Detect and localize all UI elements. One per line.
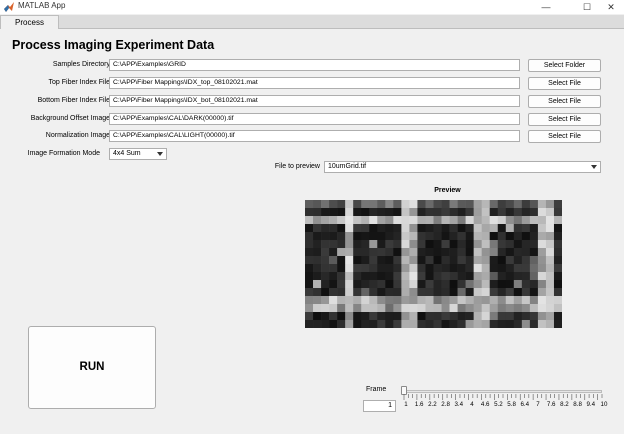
frame-tick-label: 5.2 — [494, 401, 503, 408]
frame-tick-label: 1.6 — [414, 401, 424, 408]
bottom-fiber-index-field[interactable]: C:\APP\Fiber Mappings\IDX_bot_08102021.m… — [109, 95, 520, 107]
frame-slider-track[interactable] — [404, 390, 602, 393]
frame-tick-label: 3.4 — [454, 401, 464, 408]
samples-directory-label: Samples Directory — [52, 61, 110, 68]
background-offset-field[interactable]: C:\APP\Examples\CAL\DARK(00000).tif — [109, 113, 520, 125]
page-title: Process Imaging Experiment Data — [12, 38, 215, 52]
frame-tick-label: 2.2 — [428, 401, 437, 408]
run-button[interactable]: RUN — [28, 326, 156, 409]
chevron-down-icon — [591, 165, 597, 169]
file-to-preview-dropdown[interactable]: 10umGrid.tif — [324, 161, 601, 173]
frame-input[interactable]: 1 — [363, 400, 396, 412]
frame-tick-label: 1 — [404, 401, 408, 408]
frame-tick-label: 4 — [470, 401, 474, 408]
preview-title: Preview — [434, 187, 461, 194]
maximize-button[interactable]: ☐ — [582, 2, 592, 12]
image-formation-mode-value: 4x4 Sum — [113, 150, 141, 157]
frame-label: Frame — [366, 386, 387, 393]
frame-tick-label: 5.8 — [507, 401, 516, 408]
chevron-down-icon — [157, 152, 163, 156]
image-formation-mode-label: Image Formation Mode — [27, 150, 100, 157]
frame-slider-ticks — [403, 394, 603, 400]
normalization-image-field[interactable]: C:\APP\Examples\CAL\LIGHT(00000).tif — [109, 130, 520, 142]
select-background-file-button[interactable]: Select File — [528, 113, 601, 126]
frame-tick-label: 9.4 — [586, 401, 596, 408]
frame-tick-label: 8.8 — [573, 401, 582, 408]
frame-tick-label: 2.8 — [441, 401, 450, 408]
close-button[interactable]: ✕ — [607, 2, 615, 12]
tab-strip: Process Images — [0, 15, 624, 40]
frame-tick-label: 6.4 — [520, 401, 530, 408]
top-fiber-index-field[interactable]: C:\APP\Fiber Mappings\IDX_top_08102021.m… — [109, 77, 520, 89]
minimize-button[interactable]: — — [541, 2, 551, 12]
normalization-image-label: Normalization Image — [45, 132, 110, 139]
window-title: MATLAB App — [18, 1, 66, 10]
select-normalization-file-button[interactable]: Select File — [528, 130, 601, 143]
frame-tick-label: 8.2 — [560, 401, 569, 408]
matlab-logo-icon — [4, 2, 14, 12]
tab-process-images[interactable]: Process Images — [0, 15, 59, 40]
samples-directory-field[interactable]: C:\APP\Examples\GRID — [109, 59, 520, 71]
bottom-fiber-index-label: Bottom Fiber Index File — [37, 97, 110, 104]
frame-tick-label: 4.6 — [480, 401, 490, 408]
file-to-preview-label: File to preview — [274, 163, 320, 170]
frame-tick-label: 7.6 — [546, 401, 556, 408]
select-folder-button[interactable]: Select Folder — [528, 59, 601, 72]
frame-tick-label: 10 — [600, 401, 608, 408]
image-formation-mode-dropdown[interactable]: 4x4 Sum — [109, 148, 167, 160]
select-top-fiber-file-button[interactable]: Select File — [528, 77, 601, 90]
file-to-preview-value: 10umGrid.tif — [328, 163, 367, 170]
top-fiber-index-label: Top Fiber Index File — [48, 79, 110, 86]
frame-tick-label: 7 — [536, 401, 540, 408]
select-bottom-fiber-file-button[interactable]: Select File — [528, 95, 601, 108]
background-offset-label: Background Offset Image — [30, 115, 110, 122]
window-titlebar: MATLAB App — ☐ ✕ — [0, 0, 624, 14]
preview-image — [305, 200, 562, 328]
